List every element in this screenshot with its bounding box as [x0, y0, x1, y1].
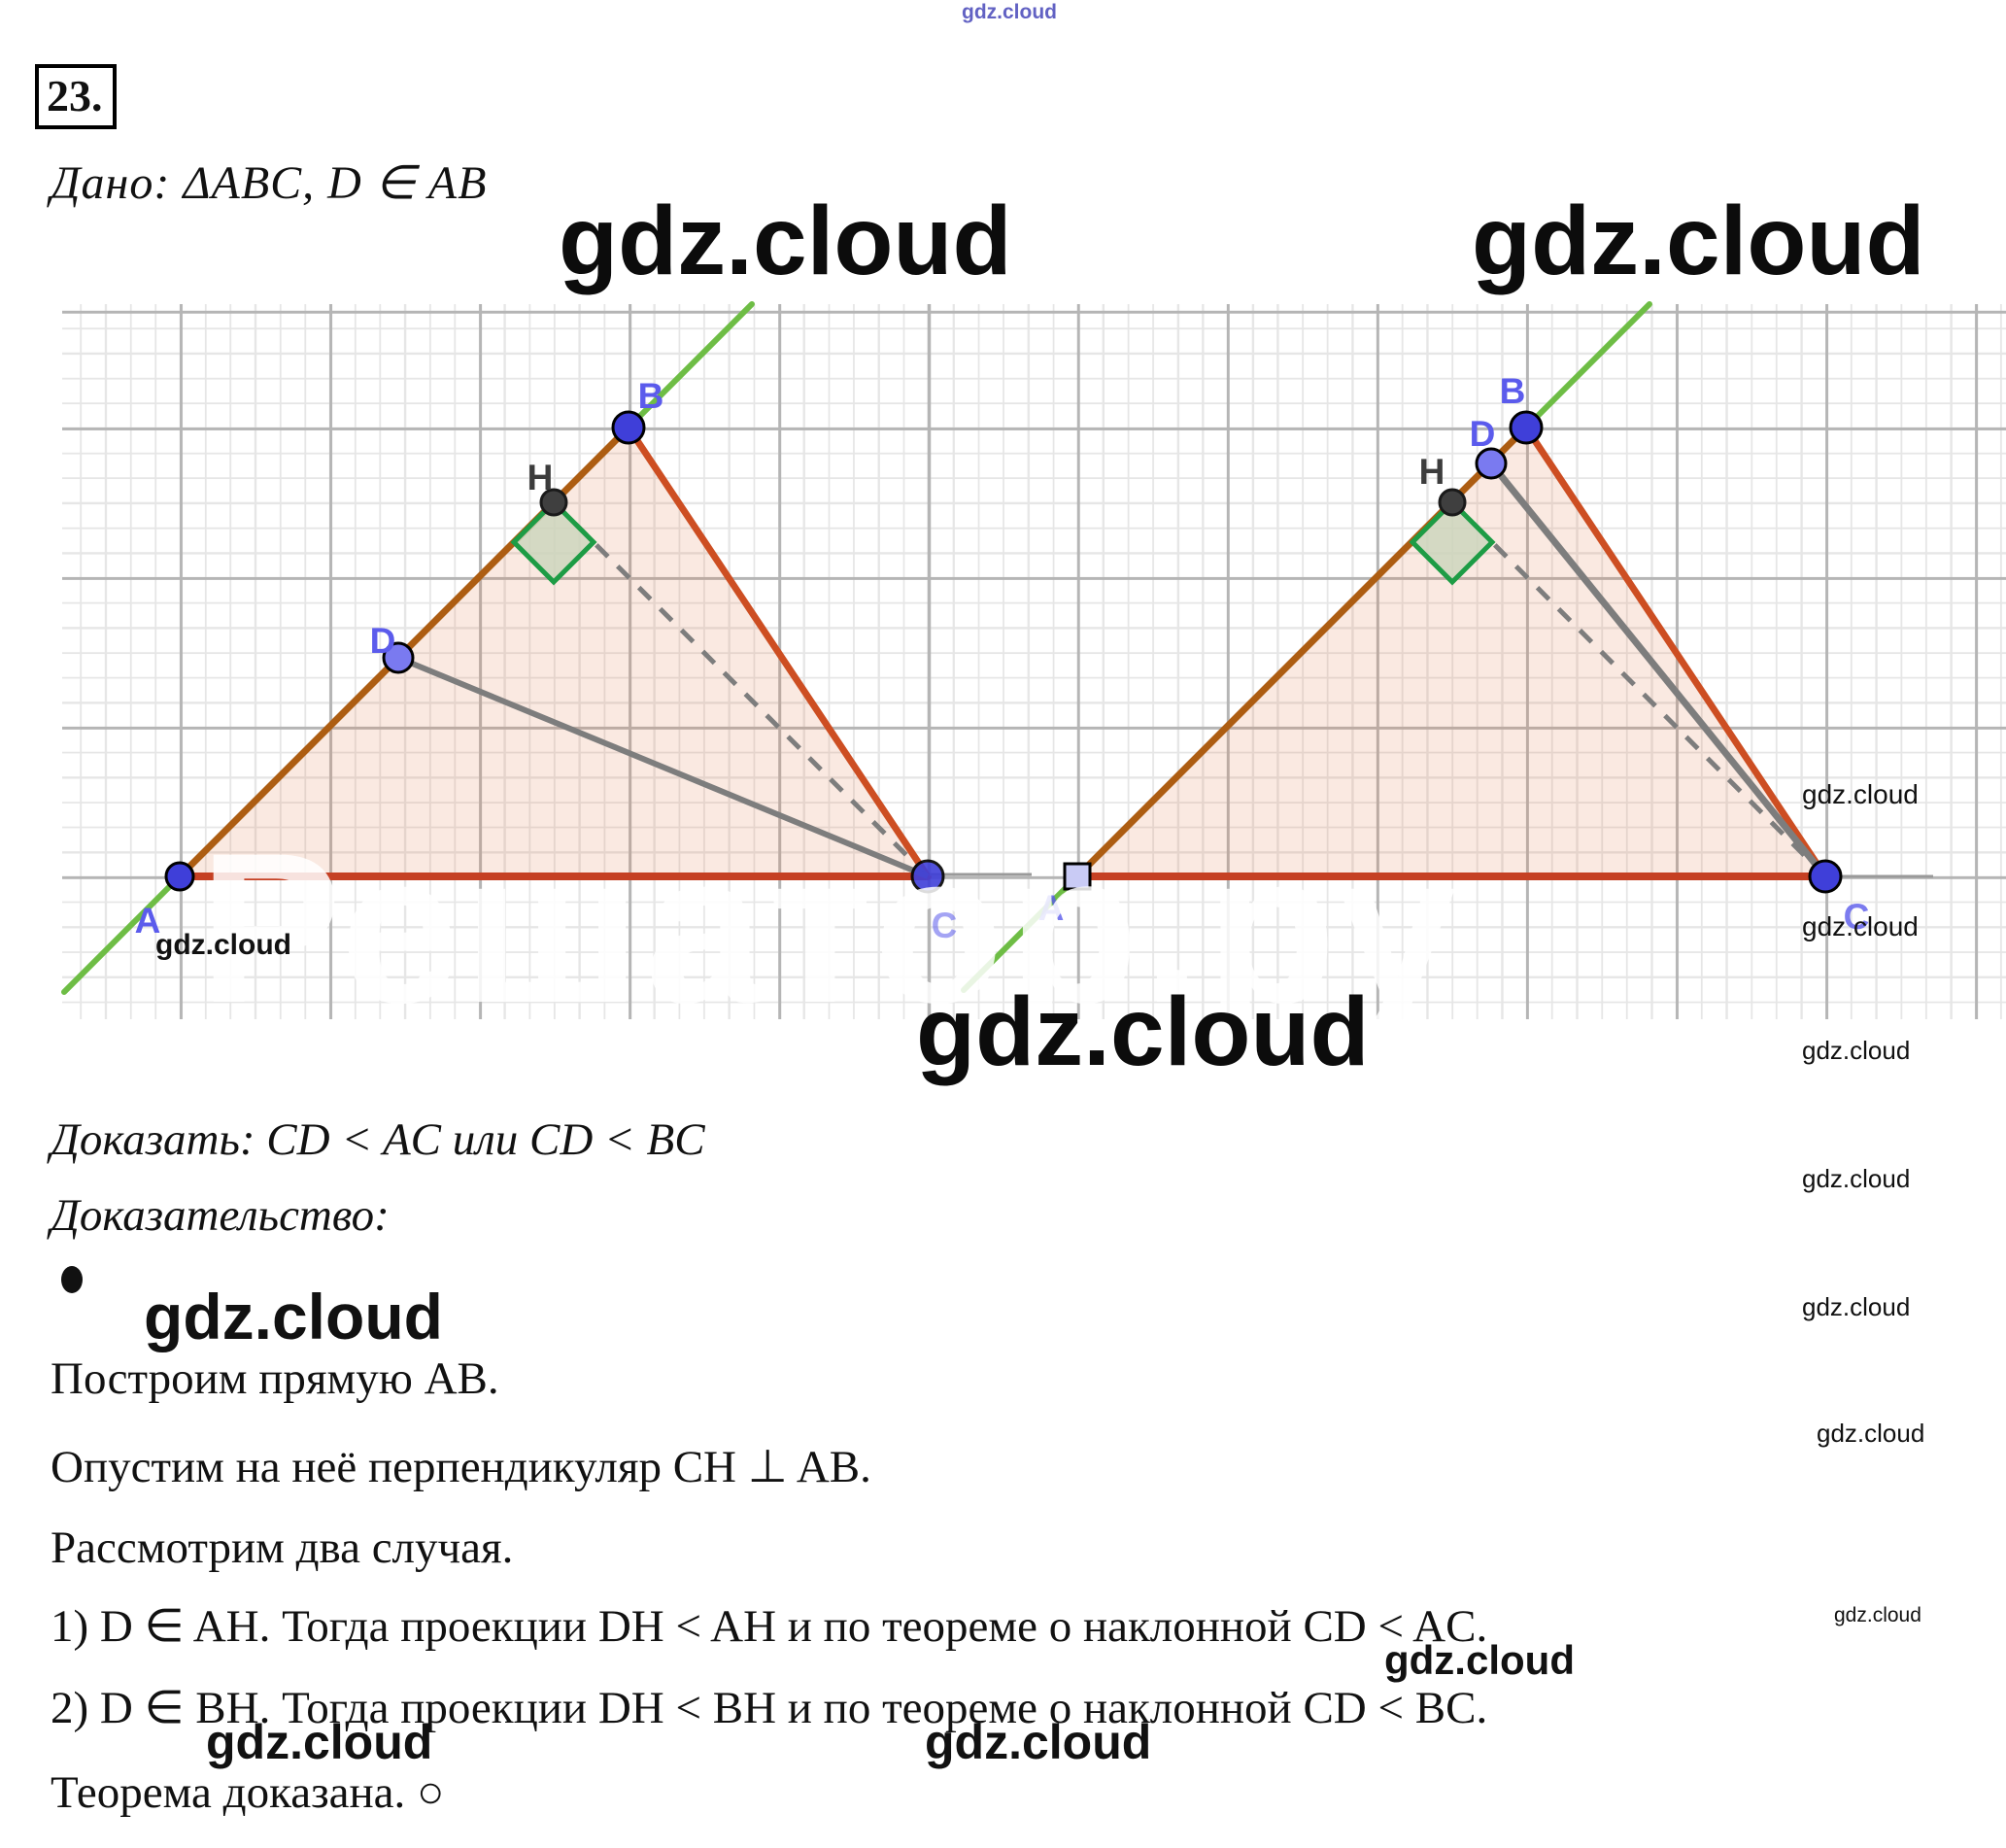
watermark-top: gdz.cloud [962, 1, 1057, 23]
label-d-1: D [370, 621, 396, 661]
side-bc-1 [625, 424, 932, 880]
watermark-header-right: gdz.cloud [1472, 187, 1925, 295]
watermark-gdz: gdz.cloud [1802, 779, 1919, 809]
point-h-2 [1438, 488, 1467, 517]
point-b-2 [1509, 410, 1544, 445]
label-h-2: H [1419, 452, 1445, 492]
proof-conclusion: Теорема доказана. ○ [51, 1767, 445, 1818]
watermark-gdz: gdz.cloud [925, 1715, 1152, 1769]
watermark-gdz: gdz.cloud [1802, 1036, 1911, 1065]
segment-dc-1 [396, 655, 930, 879]
watermark-gdz: gdz.cloud [144, 1281, 443, 1352]
watermark-gdz: gdz.cloud [1384, 1637, 1575, 1683]
watermark-gdz: gdz.cloud [1834, 1604, 1921, 1626]
point-d-2 [1475, 447, 1508, 480]
side-bc-2 [1522, 424, 1829, 880]
proof-step-2: Опустим на неё перпендикуляр CH ⊥ AB. [51, 1442, 871, 1492]
point-a-1 [164, 861, 195, 892]
watermark-gdz: gdz.cloud [1802, 911, 1919, 941]
label-c-2: C [1844, 897, 1870, 937]
diagram-case-2: A B C D H [961, 301, 1933, 993]
proof-case-2: 2) D ∈ BH. Тогда проекции DH < BH и по т… [51, 1683, 1488, 1733]
label-d-2: D [1470, 414, 1496, 454]
label-a-1: A [135, 901, 161, 941]
label-b-2: B [1500, 371, 1526, 411]
point-c-1 [910, 859, 945, 894]
watermark-gdz: gdz.cloud [206, 1715, 433, 1769]
watermark-white-overlay: Решатор.ру [199, 808, 1460, 1047]
point-h-1 [539, 488, 568, 517]
watermark-gdz: gdz.cloud [155, 929, 291, 961]
bullet-marker [61, 1266, 83, 1293]
diagram-case-1: A B C D H [61, 301, 1032, 995]
segment-dc-2 [1488, 461, 1828, 879]
watermark-gdz: gdz.cloud [916, 977, 1370, 1086]
problem-number: 23. [35, 64, 117, 129]
watermark-gdz: gdz.cloud [1802, 1292, 1911, 1321]
label-c-1: C [932, 906, 958, 945]
right-angle-marker-1 [510, 498, 597, 586]
watermark-gdz: gdz.cloud [1817, 1419, 1925, 1448]
watermark-header-left: gdz.cloud [559, 187, 1012, 295]
given-line: Дано: ΔABC, D ∈ AB [51, 157, 488, 209]
right-angle-marker-2 [1409, 498, 1496, 586]
proof-step-3: Рассмотрим два случая. [51, 1523, 514, 1573]
proof-case-1: 1) D ∈ AH. Тогда проекции DH < AH и по т… [51, 1601, 1488, 1652]
watermark-gdz: gdz.cloud [1802, 1164, 1911, 1193]
point-c-2 [1808, 859, 1843, 894]
triangle-abc-fill-2 [1077, 428, 1825, 876]
prove-line: Доказать: CD < AC или CD < BC [51, 1114, 705, 1165]
proof-heading: Доказательство: [51, 1190, 390, 1241]
point-d-1 [382, 641, 415, 674]
label-b-1: B [638, 376, 664, 416]
label-a-2: A [1038, 888, 1065, 928]
proof-step-1: Построим прямую AB. [51, 1353, 499, 1404]
label-h-1: H [527, 458, 554, 497]
point-a-2 [1063, 862, 1092, 891]
point-b-1 [611, 410, 646, 445]
triangle-abc-fill-1 [180, 428, 928, 876]
